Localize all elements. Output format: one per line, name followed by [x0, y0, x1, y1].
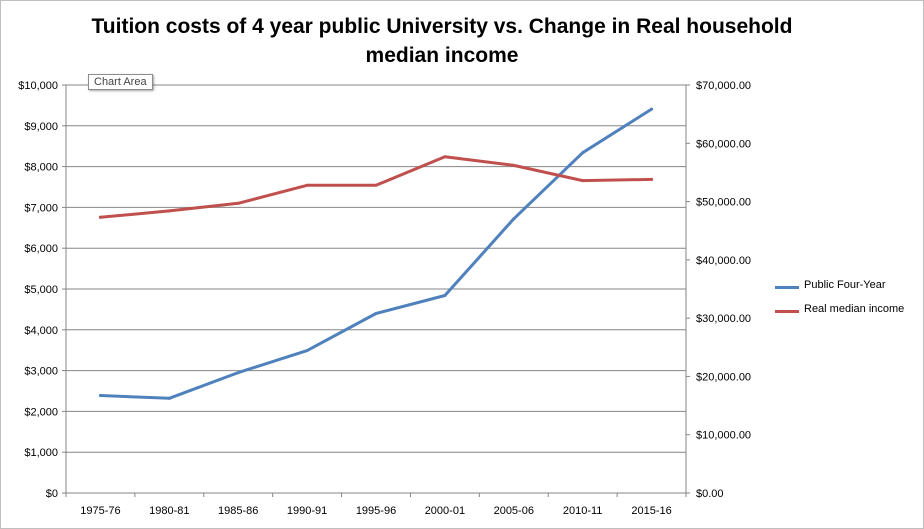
xtick-label: 2015-16 — [631, 505, 671, 517]
ytick-right-label: $20,000.00 — [696, 371, 751, 383]
data-point-real-median-income — [581, 179, 585, 183]
data-point-public-four-year — [650, 107, 654, 111]
xtick-label: 2005-06 — [494, 505, 534, 517]
ytick-left-label: $2,000 — [24, 406, 58, 418]
data-point-real-median-income — [236, 201, 240, 205]
data-point-public-four-year — [581, 151, 585, 155]
legend-label-real-median-income: Real median income — [804, 303, 905, 315]
data-point-public-four-year — [236, 371, 240, 375]
legend-swatch-real-median-income — [775, 310, 799, 313]
ytick-left-label: $7,000 — [24, 202, 58, 214]
data-point-public-four-year — [167, 396, 171, 400]
data-point-public-four-year — [305, 349, 309, 353]
ytick-right-label: $40,000.00 — [696, 255, 751, 267]
legend-swatch-public-four-year — [775, 286, 799, 289]
xtick-label: 2000-01 — [425, 505, 465, 517]
ytick-left-label: $4,000 — [24, 325, 58, 337]
data-point-real-median-income — [167, 209, 171, 213]
ytick-left-label: $1,000 — [24, 447, 58, 459]
xtick-label: 1975-76 — [80, 505, 120, 517]
series-line-public-four-year — [98, 107, 654, 400]
data-point-real-median-income — [305, 183, 309, 187]
xtick-label: 2010-11 — [563, 505, 603, 517]
ytick-right-label: $0.00 — [696, 488, 724, 500]
xtick-label: 1985-86 — [218, 505, 258, 517]
data-point-public-four-year — [374, 311, 378, 315]
chart-area-tooltip: Chart Area — [88, 74, 153, 90]
ytick-left-label: $3,000 — [24, 366, 58, 378]
data-point-public-four-year — [443, 294, 447, 298]
data-point-public-four-year — [98, 393, 102, 397]
xtick-label: 1990-91 — [287, 505, 327, 517]
ytick-right-label: $60,000.00 — [696, 138, 751, 150]
ytick-right-label: $70,000.00 — [696, 80, 751, 92]
ytick-left-label: $0 — [46, 488, 58, 500]
data-point-real-median-income — [512, 163, 516, 167]
ytick-right-label: $50,000.00 — [696, 197, 751, 209]
data-point-real-median-income — [374, 183, 378, 187]
data-point-public-four-year — [512, 217, 516, 221]
data-point-real-median-income — [650, 177, 654, 181]
ytick-left-label: $5,000 — [24, 284, 58, 296]
chart-title: Tuition costs of 4 year public Universit… — [91, 15, 793, 67]
ytick-left-label: $10,000 — [18, 80, 58, 92]
legend-label-public-four-year: Public Four-Year — [804, 279, 886, 291]
xtick-label: 1980-81 — [149, 505, 189, 517]
ytick-left-label: $6,000 — [24, 243, 58, 255]
data-point-real-median-income — [98, 215, 102, 219]
ytick-left-label: $8,000 — [24, 162, 58, 174]
ytick-right-label: $30,000.00 — [696, 313, 751, 325]
ytick-right-label: $10,000.00 — [696, 430, 751, 442]
ytick-left-label: $9,000 — [24, 121, 58, 133]
xtick-label: 1995-96 — [356, 505, 396, 517]
data-point-real-median-income — [443, 155, 447, 159]
